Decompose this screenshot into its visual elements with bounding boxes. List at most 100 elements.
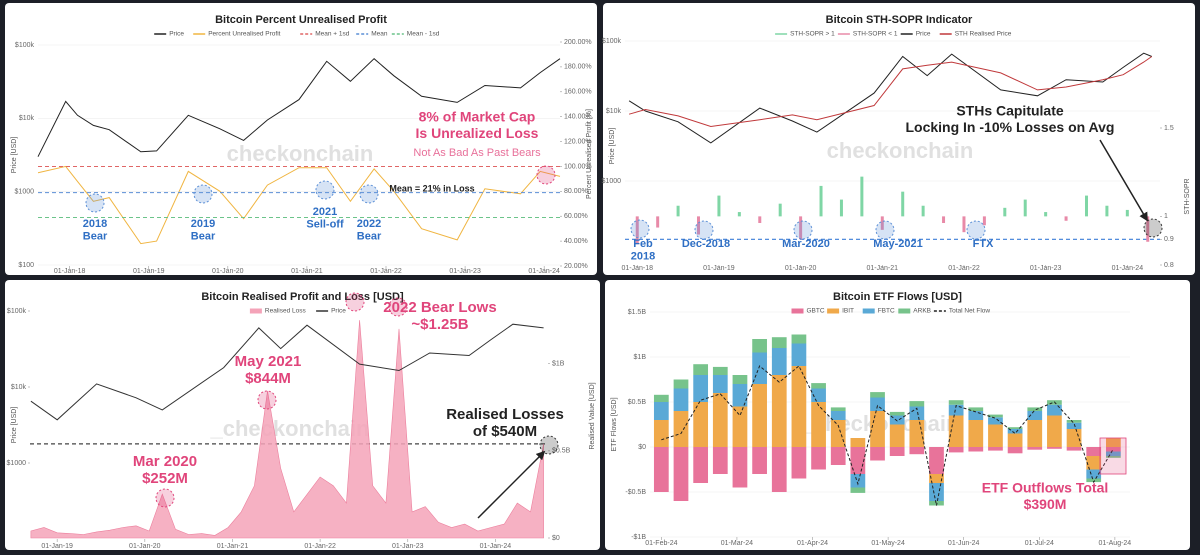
flow-bar (850, 438, 866, 447)
x-tick-label: 01-Jan-24 (1112, 265, 1144, 272)
annotation: Dec-2018 (682, 238, 730, 250)
flow-bar (673, 447, 689, 501)
flow-bar (830, 411, 846, 420)
highlight-circle (193, 184, 213, 204)
highlight-circle (694, 220, 714, 240)
highlight-circle (388, 297, 408, 317)
legend-label: STH-SOPR > 1 (790, 31, 835, 38)
legend-label: Mean - 1sd (407, 31, 440, 38)
flow-bar (1047, 447, 1062, 449)
x-tick-label: 01-Jun-24 (948, 540, 980, 547)
y2-tick-label: 0.9 (1164, 236, 1174, 243)
y2-tick-label: $0 (552, 535, 560, 542)
legend-label: Price (331, 308, 346, 315)
y2-tick-label: 160.00% (564, 89, 592, 96)
flow-bar (968, 411, 984, 420)
flow-bar (653, 420, 669, 447)
x-tick-label: 01-Jan-22 (948, 265, 980, 272)
x-tick-label: 01-Jan-21 (291, 268, 323, 275)
y-tick-label: -$1B (631, 534, 646, 541)
watermark: _checkonchain (210, 416, 370, 441)
y2-tick-label: 20.00% (564, 263, 588, 270)
highlight-circle (359, 184, 379, 204)
watermark: checkonchain (227, 141, 374, 166)
y-tick-label: $100k (7, 308, 27, 315)
flow-bar (1047, 404, 1062, 416)
flow-bar (693, 364, 709, 375)
flow-bar (1106, 447, 1121, 452)
panel (5, 280, 600, 550)
flow-bar (1047, 415, 1062, 447)
annotation: $844M (245, 370, 291, 387)
series-line (628, 52, 1152, 144)
highlight-circle (536, 165, 556, 185)
x-tick-label: 01-Jan-19 (41, 543, 73, 550)
flow-bar (830, 407, 846, 411)
annotation: STHs Capitulate (956, 103, 1064, 119)
flow-bar (1007, 447, 1023, 454)
flow-bar (653, 402, 669, 420)
flow-bar (948, 415, 964, 447)
flow-bar (673, 388, 689, 411)
flow-bar (752, 352, 767, 384)
y2-tick-label: 120.00% (564, 138, 592, 145)
flow-bar (889, 415, 905, 425)
flow-bar (811, 447, 826, 470)
highlight-circle (85, 193, 105, 213)
flow-bar (732, 447, 748, 488)
flow-bar (693, 402, 709, 447)
x-tick-label: 01-Jan-24 (528, 268, 560, 275)
flow-bar (771, 447, 787, 492)
y2-tick-label: 1.5 (1164, 125, 1174, 132)
flow-bar (1106, 438, 1121, 447)
y2-tick-label: 1 (1164, 213, 1168, 220)
flow-bar (850, 474, 866, 488)
annotation: Bear (83, 231, 108, 243)
y-tick-label: $100 (18, 262, 34, 269)
x-tick-label: 01-Jan-22 (304, 543, 336, 550)
flow-bar (889, 424, 905, 447)
flow-bar (752, 384, 767, 447)
series-line (661, 365, 1114, 506)
y-axis-title: Price [USD] (11, 407, 18, 444)
flow-bar (948, 404, 964, 416)
flow-bar (850, 487, 866, 493)
flow-bar (870, 397, 885, 411)
flow-bar (929, 474, 944, 483)
flow-bar (968, 447, 984, 452)
annotation: Mar-2020 (782, 238, 830, 250)
y-tick-label: $10k (19, 115, 35, 122)
annotation: ETF Outflows Total (982, 480, 1109, 496)
flow-bar (1027, 447, 1043, 450)
y2-tick-label: 100.00% (564, 163, 592, 170)
highlight-circle (875, 220, 895, 240)
flow-bar (771, 375, 787, 447)
flow-bar (811, 402, 826, 447)
annotation: May 2021 (235, 353, 302, 370)
annotation: Sell-off (306, 219, 344, 231)
flow-bar (712, 375, 728, 393)
flow-bar (1106, 456, 1121, 458)
x-tick-label: 01-Jan-21 (867, 265, 899, 272)
x-tick-label: 01-Apr-24 (797, 540, 828, 547)
y-tick-label: $1000 (7, 460, 27, 467)
watermark: checkonchain (827, 138, 974, 163)
highlight-circle (630, 219, 650, 239)
flow-bar (771, 337, 787, 348)
flow-bar (811, 383, 826, 389)
annotation: Not As Bad As Past Bears (413, 147, 541, 159)
x-tick-label: 01-Jan-20 (129, 543, 161, 550)
flow-bar (712, 447, 728, 474)
flow-bar (1066, 447, 1082, 451)
flow-bar (693, 447, 709, 483)
flow-bar (988, 447, 1003, 451)
legend-label: Percent Unrealised Profit (208, 31, 280, 38)
y-tick-label: $1B (634, 354, 647, 361)
y-tick-label: $100k (15, 42, 35, 49)
flow-bar (732, 384, 748, 407)
annotation: 2018 (631, 251, 655, 263)
legend-label: Total Net Flow (949, 308, 990, 315)
x-tick-label: 01-Jul-24 (1025, 540, 1054, 547)
flow-bar (1007, 433, 1023, 447)
